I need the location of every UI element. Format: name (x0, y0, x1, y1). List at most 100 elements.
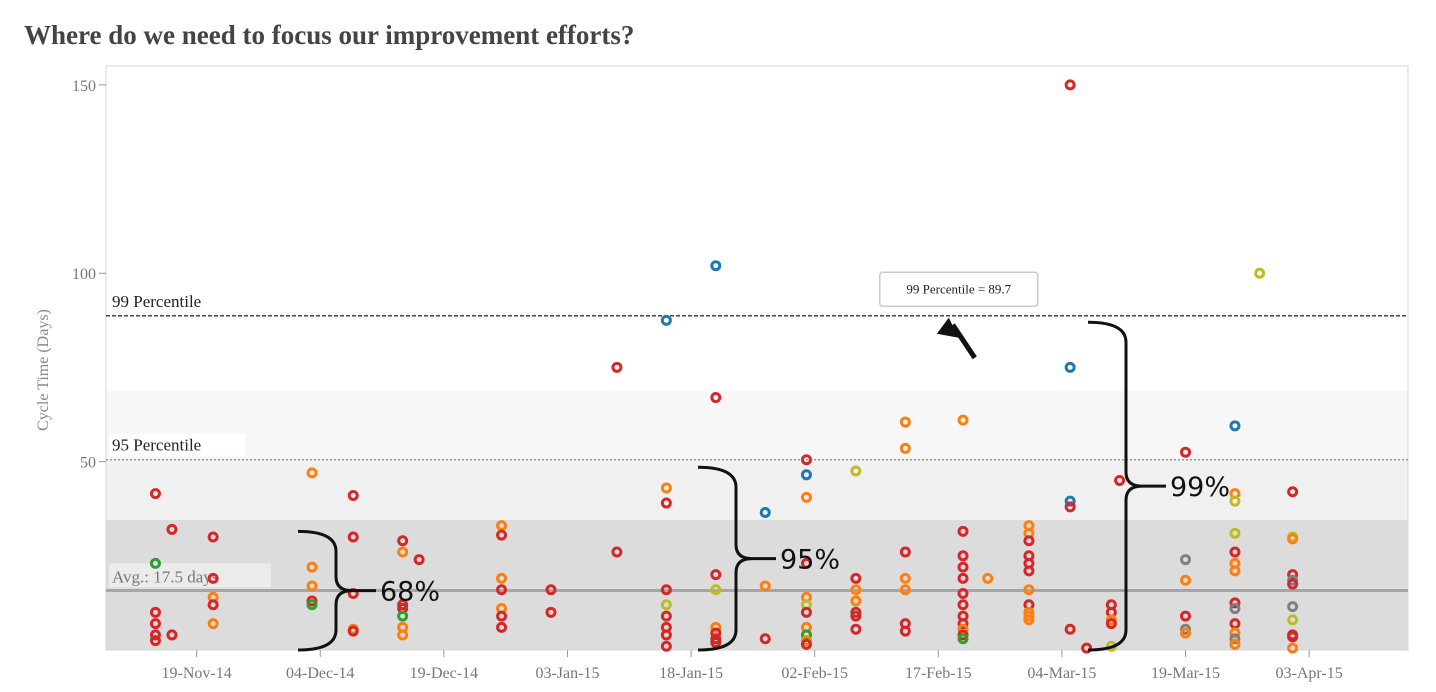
data-point-153 (1287, 642, 1299, 654)
y-tick-label-2: 150 (72, 78, 96, 95)
data-point-120 (1105, 618, 1117, 630)
data-point-87 (957, 414, 969, 426)
data-point-110 (1023, 614, 1035, 626)
percentile-tooltip: 99 Percentile = 89.7 (879, 271, 1039, 360)
chart-title: Where do we need to focus our improvemen… (24, 20, 635, 50)
data-point-38 (545, 584, 557, 596)
data-points (149, 79, 1299, 654)
data-point-43 (660, 482, 672, 494)
y-tick-label-1: 100 (72, 266, 96, 283)
avg-label-bg (109, 563, 271, 588)
data-point-75 (850, 584, 862, 596)
data-point-105 (1023, 565, 1035, 577)
ref-label-bg-0 (109, 289, 227, 312)
tooltip-box (879, 271, 1039, 308)
data-point-152 (1287, 631, 1299, 643)
data-point-93 (957, 599, 969, 611)
data-point-84 (899, 584, 911, 596)
data-point-92 (957, 587, 969, 599)
data-point-86 (899, 625, 911, 637)
data-point-36 (496, 610, 508, 622)
data-point-62 (800, 454, 812, 466)
data-point-112 (1064, 361, 1076, 373)
data-point-5 (149, 635, 161, 647)
data-point-32 (496, 529, 508, 541)
data-point-129 (1229, 420, 1241, 432)
data-point-81 (899, 442, 911, 454)
plot-frame (105, 65, 1409, 651)
data-point-143 (1287, 486, 1299, 498)
data-point-53 (710, 569, 722, 581)
data-point-90 (957, 561, 969, 573)
data-point-11 (207, 599, 219, 611)
data-point-78 (850, 610, 862, 622)
data-point-17 (306, 599, 318, 611)
data-point-58 (710, 636, 722, 648)
ref-label-bg-1 (109, 433, 245, 456)
data-point-50 (660, 640, 672, 652)
data-point-111 (1064, 79, 1076, 91)
data-point-89 (957, 550, 969, 562)
data-point-0 (149, 488, 161, 500)
arrow-shaft (950, 323, 977, 360)
y-tick-label-0: 50 (80, 455, 96, 472)
ref-line-label-0: 99 Percentile (112, 292, 201, 311)
x-tick-label-0: 19-Nov-14 (162, 665, 232, 682)
data-point-1 (149, 557, 161, 569)
data-point-102 (1023, 535, 1035, 547)
data-point-95 (957, 618, 969, 630)
data-point-2 (149, 606, 161, 618)
data-point-142 (1254, 267, 1266, 279)
band-2 (106, 390, 1408, 460)
data-point-116 (1081, 642, 1093, 654)
data-point-27 (397, 610, 409, 622)
data-point-47 (660, 610, 672, 622)
data-point-83 (899, 572, 911, 584)
data-point-149 (1287, 601, 1299, 613)
bracket-label-2: 99% (1170, 472, 1230, 503)
data-point-135 (1229, 565, 1241, 577)
x-tick-label-5: 02-Feb-15 (781, 665, 848, 682)
data-point-79 (850, 623, 862, 635)
data-point-22 (347, 625, 359, 637)
data-point-61 (759, 633, 771, 645)
arrow-head (936, 317, 959, 338)
data-point-88 (957, 525, 969, 537)
data-point-4 (149, 629, 161, 641)
data-point-51 (710, 260, 722, 272)
data-point-30 (413, 554, 425, 566)
data-point-141 (1229, 638, 1241, 650)
data-point-64 (800, 491, 812, 503)
x-axis: 19-Nov-14 04-Dec-14 19-Dec-14 03-Jan-15 18-J… (162, 650, 1343, 682)
x-tick-label-2: 19-Dec-14 (410, 665, 478, 682)
data-point-24 (397, 546, 409, 558)
data-point-49 (660, 629, 672, 641)
ref-line-label-1: 95 Percentile (112, 436, 201, 455)
data-point-72 (800, 638, 812, 650)
data-point-126 (1180, 610, 1192, 622)
data-point-148 (1287, 578, 1299, 590)
x-tick-label-3: 03-Jan-15 (535, 665, 599, 682)
data-point-39 (545, 606, 557, 618)
y-axis: 50 100 150 (72, 78, 106, 472)
data-point-3 (149, 618, 161, 630)
x-tick-label-4: 18-Jan-15 (659, 665, 723, 682)
data-point-131 (1229, 495, 1241, 507)
data-point-23 (397, 535, 409, 547)
data-point-145 (1287, 533, 1299, 545)
data-point-44 (660, 497, 672, 509)
data-point-124 (1180, 554, 1192, 566)
band-1 (106, 459, 1408, 521)
data-point-82 (899, 546, 911, 558)
data-point-113 (1064, 495, 1076, 507)
bracket-label-0: 68% (380, 577, 440, 608)
tooltip-text: 99 Percentile = 89.7 (906, 281, 1011, 296)
data-point-34 (496, 584, 508, 596)
data-point-15 (306, 580, 318, 592)
data-point-137 (1229, 603, 1241, 615)
data-point-114 (1064, 501, 1076, 513)
data-point-45 (660, 584, 672, 596)
data-point-73 (850, 465, 862, 477)
data-point-115 (1064, 623, 1076, 635)
